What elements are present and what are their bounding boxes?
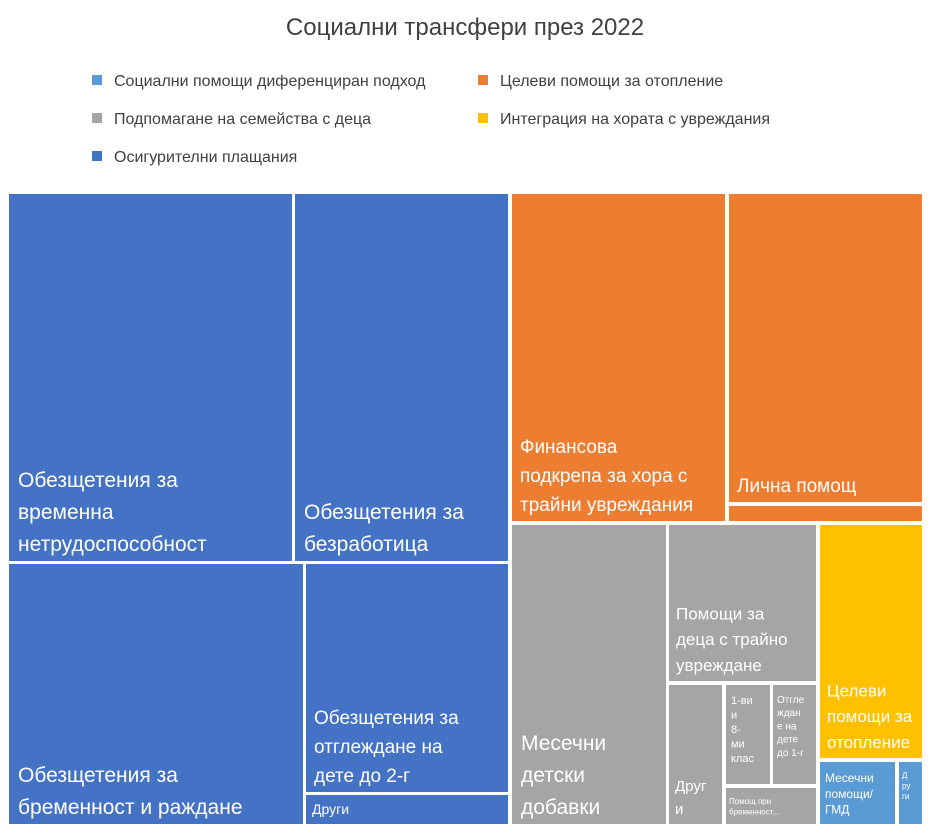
treemap-tile-label: Лична помощ [737, 476, 857, 497]
treemap-tile [669, 525, 816, 681]
treemap-tile [729, 194, 922, 502]
legend-swatch [92, 75, 102, 85]
treemap-tile [306, 795, 508, 824]
treemap-tile-label: Обезщетения за отглеждане на дете до 2-г [314, 708, 459, 787]
treemap-tile [726, 685, 770, 784]
treemap-tile-label: Отгле ждан е на дете до 1-г [777, 695, 805, 759]
treemap-tile [295, 194, 508, 561]
treemap-tile [726, 788, 816, 824]
legend-entry-social-assistance: Социални помощи диференциран подход [92, 73, 425, 91]
legend-label: Социални помощи диференциран подход [114, 73, 426, 90]
treemap-tile [820, 525, 922, 758]
treemap-tile-label: Обезщетения за временна нетрудоспособност [18, 469, 207, 556]
legend-entry-disability-integration: Интеграция на хората с увреждания [478, 111, 770, 129]
treemap-tile [512, 525, 666, 824]
legend-swatch [92, 113, 102, 123]
chart-title: Социални трансфери през 2022 [285, 14, 645, 41]
treemap-tile [899, 762, 922, 824]
treemap-tile-label: 1-ви и 8-ми клас [731, 695, 754, 765]
treemap-tile [9, 194, 292, 561]
treemap-tile [306, 564, 508, 792]
legend-entry-heating-aid: Целеви помощи за отопление [478, 73, 723, 91]
treemap-tile-label: Помощи за деца с трайно увреждане [676, 604, 788, 675]
legend-label: Осигурителни плащания [114, 149, 298, 166]
treemap-tile [729, 506, 922, 521]
legend-swatch [478, 113, 488, 123]
legend-label: Интеграция на хората с увреждания [500, 111, 770, 128]
legend-entry-family-support: Подпомагане на семейства с деца [92, 111, 371, 129]
treemap-tile-label: Месечни помощи/ГМД [825, 771, 874, 817]
treemap-tile-label: Помощ при бременност... [729, 797, 779, 817]
legend-swatch [92, 151, 102, 161]
legend-swatch [478, 75, 488, 85]
treemap-tile [9, 564, 303, 824]
treemap-tile-label: Други [312, 801, 349, 817]
legend-entry-insurance-payments: Осигурителни плащания [92, 149, 297, 167]
legend: Социални помощи диференциран подход Целе… [0, 0, 930, 190]
treemap-tile-label: Месечни детски добавки [521, 732, 606, 819]
treemap-tile-label: Целеви помощи за отопление [827, 681, 913, 752]
treemap-tile [669, 685, 722, 824]
legend-label: Целеви помощи за отопление [500, 73, 724, 90]
treemap-tile-label: Обезщетения за бременност и раждане [18, 764, 243, 819]
treemap-tile [820, 762, 895, 824]
treemap-tile-label: Обезщетения за безработица [304, 501, 464, 556]
treemap-tile [512, 194, 725, 521]
legend-label: Подпомагане на семейства с деца [114, 111, 372, 128]
treemap-tile-label: Финансова подкрепа за хора с трайни уврежд… [520, 437, 693, 516]
treemap-tile [773, 685, 816, 784]
